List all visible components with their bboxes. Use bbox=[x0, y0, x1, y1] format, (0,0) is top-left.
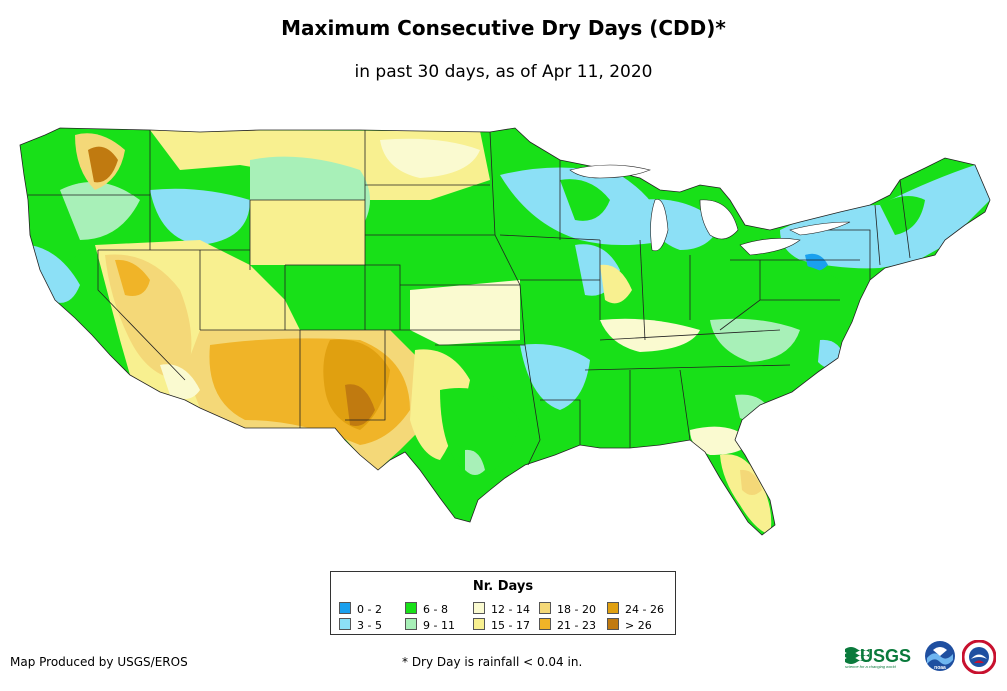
dry-day-fill bbox=[20, 128, 990, 535]
legend-swatch bbox=[539, 618, 551, 630]
legend-label: 21 - 23 bbox=[557, 619, 596, 632]
legend-swatch bbox=[607, 618, 619, 630]
noaa-logo: noaa bbox=[925, 641, 955, 671]
map-credit: Map Produced by USGS/EROS bbox=[10, 655, 188, 669]
usgs-tagline: science for a changing world bbox=[845, 664, 896, 669]
legend-swatch bbox=[405, 602, 417, 614]
usgs-wordmark: USGS bbox=[860, 646, 911, 666]
nws-logo bbox=[962, 640, 996, 674]
legend-label: 9 - 11 bbox=[423, 619, 455, 632]
legend-swatch bbox=[339, 602, 351, 614]
legend-item-24-26: 24 - 26 bbox=[607, 602, 664, 616]
legend-swatch bbox=[405, 618, 417, 630]
map-subtitle: in past 30 days, as of Apr 11, 2020 bbox=[354, 62, 653, 82]
legend-swatch bbox=[607, 602, 619, 614]
dry-day-note: * Dry Day is rainfall < 0.04 in. bbox=[402, 655, 583, 669]
legend-item-18-20: 18 - 20 bbox=[539, 602, 596, 616]
map-title: Maximum Consecutive Dry Days (CDD)* bbox=[281, 16, 726, 40]
legend-swatch bbox=[339, 618, 351, 630]
legend-item-over-26: > 26 bbox=[607, 618, 652, 632]
legend-label: 15 - 17 bbox=[491, 619, 530, 632]
legend-label: 3 - 5 bbox=[357, 619, 382, 632]
legend-label: > 26 bbox=[625, 619, 652, 632]
legend-item-12-14: 12 - 14 bbox=[473, 602, 530, 616]
legend-label: 24 - 26 bbox=[625, 603, 664, 616]
cdd-map bbox=[19, 127, 991, 536]
legend-item-0-2: 0 - 2 bbox=[339, 602, 382, 616]
legend-label: 6 - 8 bbox=[423, 603, 448, 616]
legend: Nr. Days 0 - 2 3 - 5 6 - 8 9 - 11 12 - 1… bbox=[330, 571, 676, 635]
legend-item-9-11: 9 - 11 bbox=[405, 618, 455, 632]
great-lakes bbox=[569, 164, 851, 256]
legend-label: 0 - 2 bbox=[357, 603, 382, 616]
state-borders bbox=[19, 127, 991, 536]
legend-label: 18 - 20 bbox=[557, 603, 596, 616]
noaa-label: noaa bbox=[934, 665, 946, 671]
legend-title: Nr. Days bbox=[472, 579, 534, 594]
legend-swatch bbox=[473, 618, 485, 630]
legend-item-21-23: 21 - 23 bbox=[539, 618, 596, 632]
legend-item-3-5: 3 - 5 bbox=[339, 618, 382, 632]
legend-item-6-8: 6 - 8 bbox=[405, 602, 448, 616]
legend-item-15-17: 15 - 17 bbox=[473, 618, 530, 632]
usgs-wave-icon bbox=[845, 647, 869, 664]
legend-swatch bbox=[473, 602, 485, 614]
legend-label: 12 - 14 bbox=[491, 603, 530, 616]
usgs-logo: USGS science for a changing world bbox=[845, 646, 911, 669]
legend-swatch bbox=[539, 602, 551, 614]
